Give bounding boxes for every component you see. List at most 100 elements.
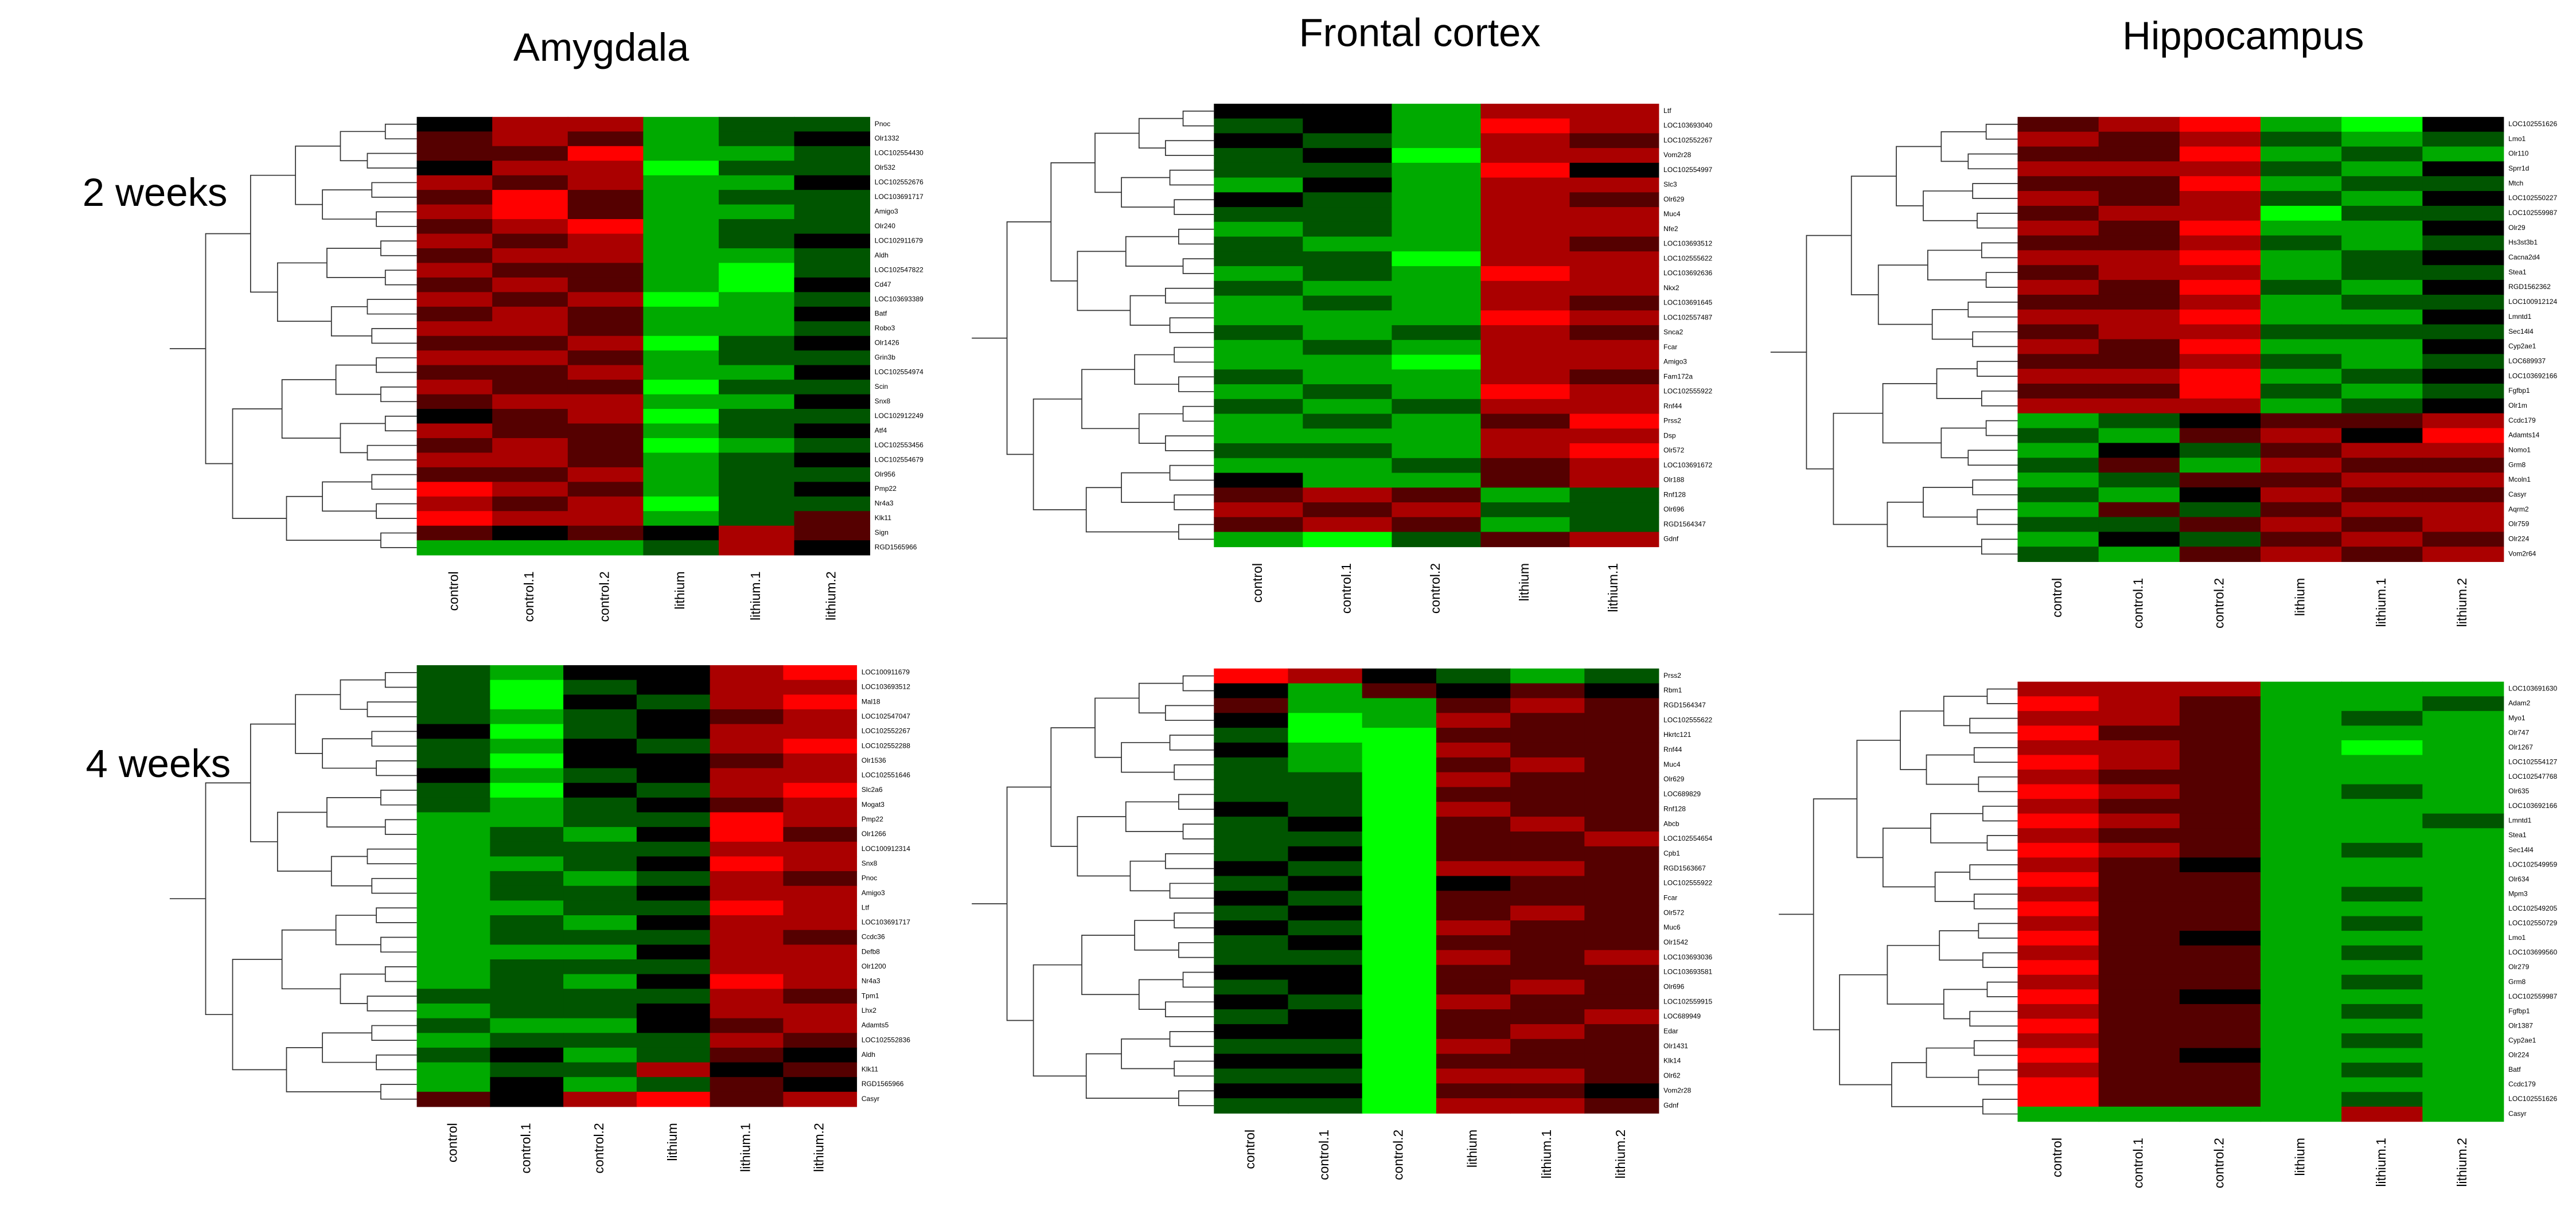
- heatmap-cell: [2422, 974, 2504, 990]
- heatmap-cell: [490, 885, 564, 901]
- heatmap-cell: [1303, 384, 1393, 400]
- gene-label: Olr1431: [1663, 1042, 1688, 1050]
- heatmap-cell: [1584, 1098, 1659, 1114]
- heatmap-cell: [1214, 133, 1304, 149]
- heatmap-cell: [2260, 176, 2343, 192]
- heatmap-cell: [2179, 324, 2261, 340]
- gene-label: Olr696: [1663, 983, 1684, 991]
- heatmap-cell: [1480, 236, 1570, 252]
- heatmap-cell: [1392, 118, 1482, 134]
- heatmap-cell: [1288, 757, 1363, 773]
- heatmap-cell: [794, 365, 871, 380]
- gene-label: Fam172a: [1663, 372, 1693, 380]
- gene-label: Sec14l4: [2508, 846, 2534, 854]
- heatmap-cell: [567, 263, 644, 278]
- heatmap-cell: [1480, 192, 1570, 208]
- heatmap-cell: [636, 930, 711, 946]
- heatmap-cell: [2098, 696, 2180, 712]
- heatmap-cell: [1510, 728, 1585, 743]
- heatmap-cell: [2341, 828, 2423, 844]
- heatmap-cell: [563, 680, 637, 696]
- column-label: control.2: [591, 1123, 606, 1173]
- heatmap-cell: [1569, 236, 1659, 252]
- column-label: lithium.1: [738, 1123, 753, 1172]
- heatmap-cell: [2422, 842, 2504, 858]
- heatmap-cell: [783, 694, 858, 710]
- heatmap-cell: [2098, 369, 2180, 384]
- heatmap-cell: [492, 525, 568, 541]
- heatmap-cell: [2017, 384, 2099, 399]
- heatmap-cell: [2017, 369, 2099, 384]
- heatmap-cell: [718, 161, 795, 176]
- heatmap-cell: [643, 116, 719, 132]
- heatmap-cell: [567, 321, 644, 337]
- heatmap-cell: [1214, 683, 1289, 699]
- heatmap-cell: [718, 365, 795, 380]
- heatmap-cell: [1436, 891, 1511, 907]
- gene-label: Mpm3: [2508, 889, 2528, 897]
- gene-label: Lmo1: [2508, 135, 2526, 143]
- heatmap-cell: [1214, 369, 1304, 385]
- gene-label: LOC100911679: [862, 668, 910, 676]
- heatmap-cell: [1569, 487, 1659, 503]
- heatmap-cell: [2260, 828, 2343, 844]
- heatmap-cell: [2017, 887, 2099, 902]
- heatmap-cell: [2341, 711, 2423, 727]
- heatmap-cell: [567, 248, 644, 264]
- gene-label: Vom2r28: [1663, 1086, 1692, 1094]
- heatmap-cell: [2422, 280, 2504, 295]
- heatmap-cell: [2341, 1004, 2423, 1020]
- heatmap-cell: [492, 540, 568, 556]
- heatmap-cell: [563, 1047, 637, 1063]
- heatmap-cell: [490, 944, 564, 960]
- heatmap-cell: [636, 959, 711, 975]
- heatmap-cell: [1584, 920, 1659, 936]
- dendrogram: [1770, 123, 2018, 555]
- heatmap-cell: [2341, 294, 2423, 310]
- heatmap-cell: [1584, 757, 1659, 773]
- heatmap-cell: [2341, 265, 2423, 280]
- heatmap-cell: [718, 131, 795, 147]
- heatmap-cell: [2260, 280, 2343, 295]
- heatmap-cell: [1362, 728, 1437, 743]
- heatmap-cell: [1480, 177, 1570, 193]
- heatmap-cell: [2260, 784, 2343, 800]
- heatmap-cell: [1510, 1098, 1585, 1114]
- heatmap-cell: [643, 306, 719, 322]
- heatmap-cell: [490, 841, 564, 857]
- heatmap-cell: [1214, 935, 1289, 951]
- heatmap-cell: [2341, 517, 2423, 533]
- heatmap-cell: [2098, 235, 2180, 251]
- heatmap-cell: [2260, 799, 2343, 814]
- heatmap-cell: [2422, 989, 2504, 1005]
- heatmap-cell: [1303, 295, 1393, 311]
- heatmap-cell: [2179, 1106, 2261, 1122]
- heatmap-cell: [1214, 354, 1304, 370]
- heatmap-cell: [416, 783, 491, 798]
- gene-label: Hkrtc121: [1663, 731, 1692, 739]
- column-label: lithium: [1465, 1130, 1480, 1168]
- heatmap-cell: [710, 915, 784, 931]
- heatmap-cell: [2179, 1077, 2261, 1093]
- heatmap-cell: [1214, 118, 1304, 134]
- heatmap-cell: [710, 885, 784, 901]
- heatmap-cell: [1214, 325, 1304, 341]
- gene-label: Olr1332: [875, 134, 899, 142]
- heatmap-cell: [794, 467, 871, 483]
- heatmap-cell: [2422, 324, 2504, 340]
- column-label: lithium.2: [1613, 1130, 1628, 1179]
- heatmap-cell: [1436, 772, 1511, 788]
- heatmap-cell: [718, 438, 795, 454]
- gene-label: Pmp22: [875, 485, 897, 493]
- heatmap-cell: [1362, 772, 1437, 788]
- heatmap-cell: [567, 365, 644, 380]
- heatmap-cell: [563, 1077, 637, 1092]
- gene-label: Cd47: [875, 280, 891, 288]
- heatmap-cell: [2422, 828, 2504, 844]
- heatmap-cell: [1362, 698, 1437, 714]
- heatmap-cell: [2422, 945, 2504, 961]
- gene-label: LOC100912314: [862, 845, 910, 853]
- heatmap-cell: [710, 841, 784, 857]
- heatmap-cell: [563, 974, 637, 990]
- heatmap-cell: [2260, 131, 2343, 147]
